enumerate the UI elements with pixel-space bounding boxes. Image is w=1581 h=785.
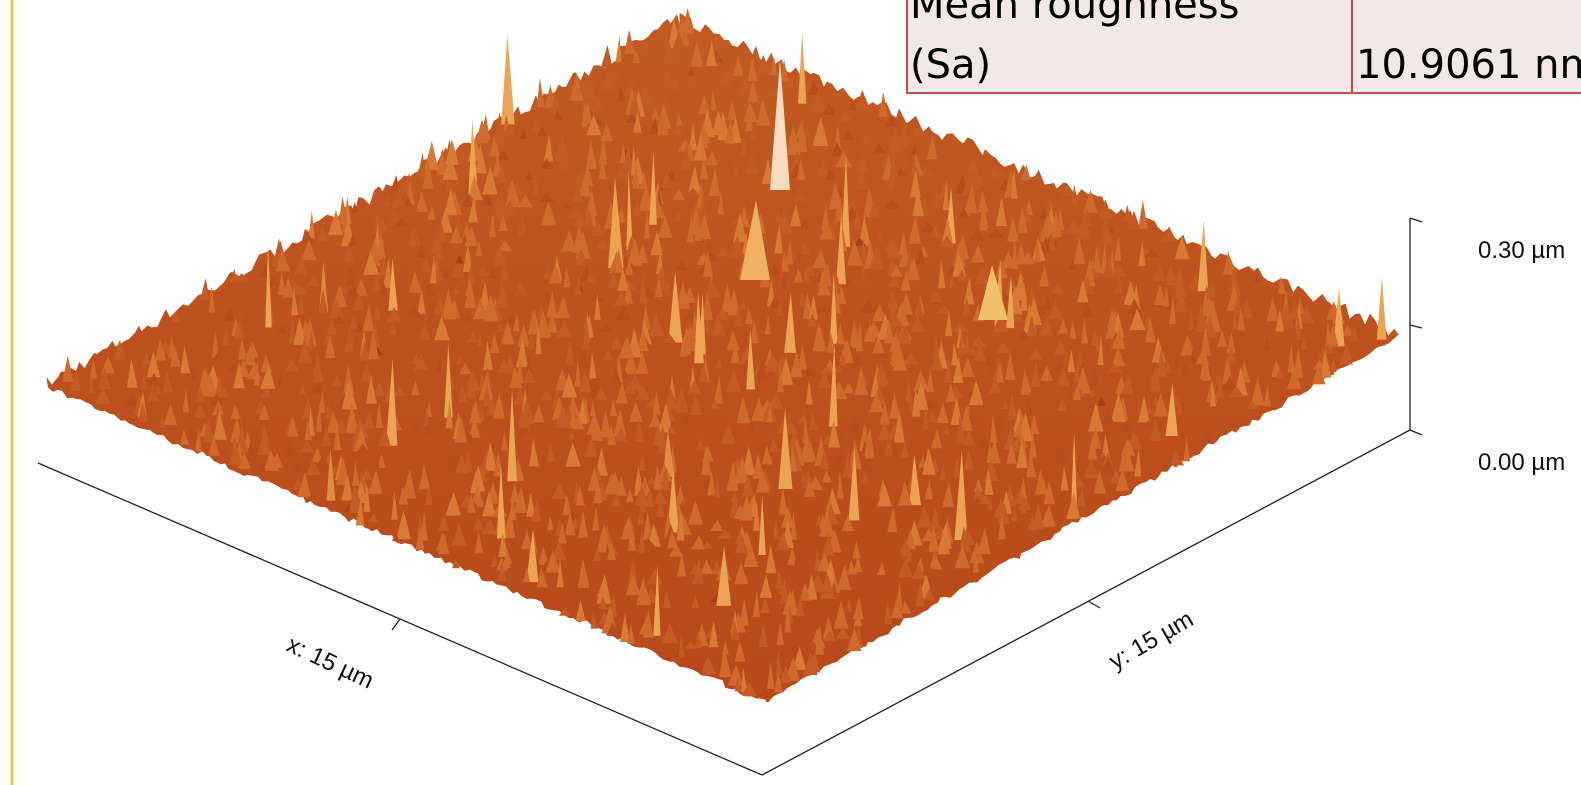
table-value: 10.9061 nm: [1356, 42, 1581, 88]
y-axis-label: y: 15 µm: [1105, 606, 1199, 676]
surface-spike: [1377, 277, 1387, 339]
surface-spike: [200, 278, 209, 299]
z-axis-tick: [1410, 218, 1422, 222]
roughness-table: Mean roughness (Sa) 10.9061 nm: [907, 0, 1581, 93]
x-axis-tick: [392, 619, 400, 630]
surface-spike: [601, 45, 613, 67]
z-axis-tick: [1410, 325, 1422, 328]
slide: x: 15 µm y: 15 µm 0.30 µm 0.00 µm Mean r…: [0, 0, 1581, 785]
afm-surface: [47, 8, 1400, 702]
z-axis-tick: [1410, 430, 1422, 435]
table-label: Mean roughness: [910, 0, 1239, 28]
surface-spike: [424, 141, 438, 170]
surface-spike: [798, 32, 806, 104]
surface-spike: [501, 35, 515, 124]
table-label: (Sa): [910, 42, 991, 88]
surface-spike: [537, 78, 545, 107]
x-axis-label: x: 15 µm: [282, 631, 377, 695]
y-axis-tick: [1088, 601, 1100, 608]
page: {"table": {"rows": [{"label_lines": ["Me…: [0, 0, 1581, 785]
z-tick-label: 0.00 µm: [1478, 449, 1565, 476]
z-tick-label: 0.30 µm: [1478, 237, 1565, 264]
surface-spike: [1138, 200, 1147, 229]
